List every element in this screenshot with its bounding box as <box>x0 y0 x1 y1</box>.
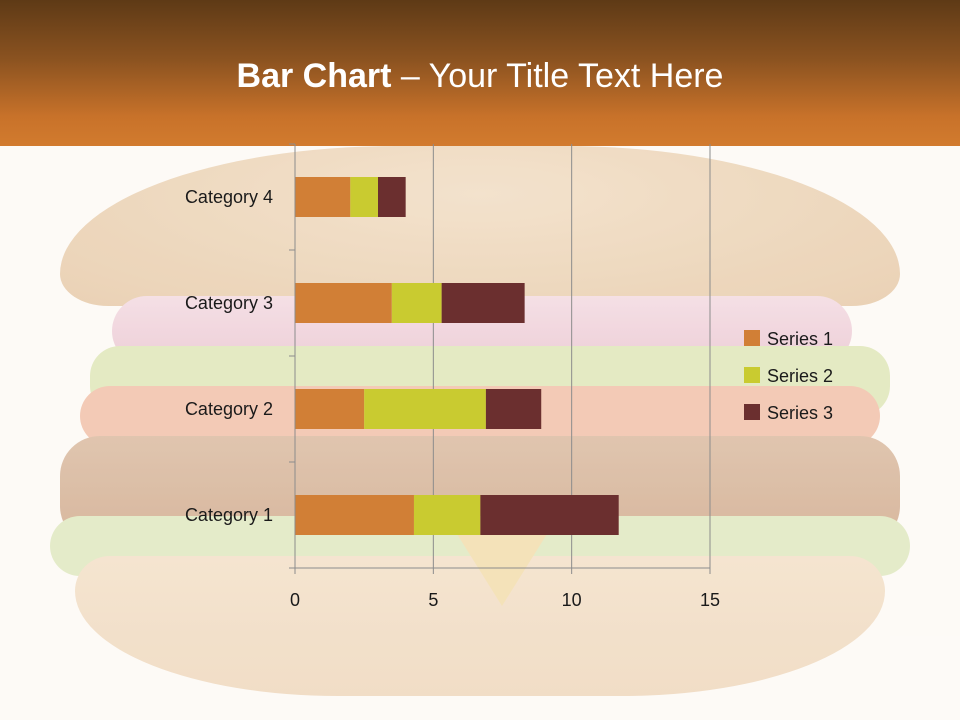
bar-series-2-category-4 <box>350 177 378 217</box>
bar-series-3-category-2 <box>485 389 542 429</box>
bar-series-1-category-3 <box>295 283 392 323</box>
bun-top <box>60 146 900 306</box>
category-labels: Category 1 Category 2 Category 3 Category 4 <box>185 187 273 525</box>
legend-swatch-2 <box>744 367 760 383</box>
bar-series-3-category-1 <box>480 495 619 535</box>
slide-title: Bar Chart – Your Title Text Here <box>0 54 960 98</box>
x-tick-labels: 0 5 10 15 <box>290 590 720 610</box>
bar-series-1-category-1 <box>295 495 414 535</box>
category-label: Category 1 <box>185 505 273 525</box>
category-label: Category 3 <box>185 293 273 313</box>
bar-series-3-category-3 <box>441 283 525 323</box>
bars <box>295 177 619 535</box>
bar-series-2-category-2 <box>364 389 486 429</box>
category-label: Category 4 <box>185 187 273 207</box>
bar-series-2-category-3 <box>391 283 442 323</box>
x-tick-label: 15 <box>700 590 720 610</box>
bun-bottom <box>75 556 885 696</box>
x-tick-label: 10 <box>562 590 582 610</box>
legend-swatch-3 <box>744 404 760 420</box>
title-rest: – Your Title Text Here <box>391 57 724 95</box>
bar-series-1-category-4 <box>295 177 351 217</box>
legend: Series 1 Series 2 Series 3 <box>744 329 833 423</box>
bar-series-2-category-1 <box>413 495 481 535</box>
legend-label-3: Series 3 <box>767 403 833 423</box>
legend-swatch-1 <box>744 330 760 346</box>
x-tick-label: 5 <box>428 590 438 610</box>
title-band <box>0 0 960 146</box>
category-label: Category 2 <box>185 399 273 419</box>
bar-series-1-category-2 <box>295 389 365 429</box>
burger-background-image <box>0 146 960 720</box>
axes <box>289 143 711 574</box>
legend-label-1: Series 1 <box>767 329 833 349</box>
bar-series-3-category-4 <box>378 177 406 217</box>
fade-overlay <box>0 146 960 720</box>
title-bold: Bar Chart <box>236 57 392 95</box>
legend-label-2: Series 2 <box>767 366 833 386</box>
x-tick-label: 0 <box>290 590 300 610</box>
